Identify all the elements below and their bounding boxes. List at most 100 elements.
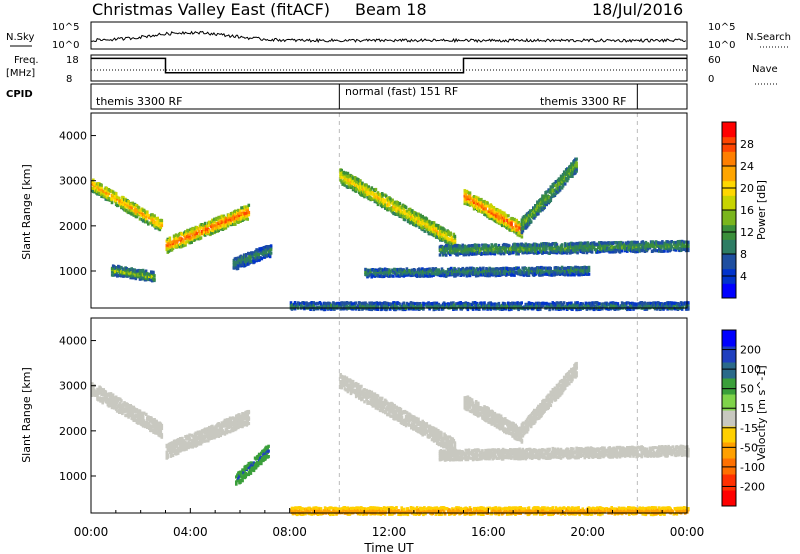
power-cell <box>369 270 372 274</box>
power-cell <box>442 247 446 251</box>
power-cell <box>552 270 556 274</box>
power-cell <box>562 307 566 311</box>
power-cell <box>115 195 119 199</box>
power-cell <box>245 254 248 258</box>
power-cell <box>455 302 458 306</box>
power-cell <box>478 307 481 311</box>
power-cell <box>240 206 243 210</box>
nsky-trace <box>90 30 687 44</box>
power-cell <box>499 246 503 250</box>
velocity-cell <box>120 399 123 403</box>
power-cell <box>517 252 520 256</box>
power-cell <box>527 266 531 270</box>
power-cell <box>548 308 551 312</box>
power-heatmap <box>91 157 690 312</box>
power-cell <box>211 231 214 235</box>
power-cell <box>385 268 389 272</box>
power-cell <box>500 249 504 253</box>
velocity-cell <box>136 417 140 421</box>
power-cell <box>540 201 543 205</box>
power-cell <box>573 273 576 277</box>
power-cell <box>356 304 360 308</box>
power-cell <box>447 230 450 234</box>
cpid-label: CPID <box>6 89 33 100</box>
power-cell <box>154 226 157 230</box>
power-cell <box>481 210 484 214</box>
power-cell <box>674 240 678 245</box>
power-cell <box>669 248 672 252</box>
power-cell <box>492 206 496 210</box>
power-cell <box>390 274 393 278</box>
power-cell <box>124 202 127 206</box>
power-cell <box>635 302 638 306</box>
power-cell <box>106 193 110 197</box>
power-cell <box>167 241 171 245</box>
cpid-segment-1: themis 3300 RF <box>96 95 183 108</box>
power-cell <box>552 302 556 306</box>
velocity-cell <box>171 453 175 458</box>
power-cell <box>567 266 570 270</box>
power-cell <box>464 192 468 197</box>
power-cell <box>486 201 489 205</box>
power-cell <box>422 216 425 220</box>
power-cell <box>369 188 372 192</box>
velocity-cell <box>138 412 142 416</box>
power-cell <box>585 266 589 270</box>
power-cell <box>97 190 100 194</box>
power-cell <box>490 302 493 306</box>
power-cell <box>468 191 472 195</box>
power-cell <box>269 244 273 248</box>
power-cell <box>340 175 343 179</box>
power-cell <box>200 229 204 234</box>
velocity-cell <box>135 408 139 412</box>
power-cell <box>531 267 535 271</box>
velocity-cell <box>121 411 124 416</box>
power-cell <box>561 184 565 188</box>
power-cell <box>500 223 504 228</box>
power-cell <box>138 217 142 221</box>
power-cell <box>312 307 315 312</box>
power-cell <box>537 212 540 216</box>
power-cell <box>152 272 155 276</box>
power-cell <box>651 240 655 244</box>
power-cell <box>446 302 450 306</box>
power-cell <box>545 203 548 207</box>
power-cell <box>477 274 480 278</box>
power-cell <box>554 270 558 274</box>
power-cell <box>542 301 545 305</box>
power-cell <box>503 219 506 223</box>
power-cell <box>507 214 510 218</box>
power-cell <box>210 220 213 224</box>
power-cell <box>378 267 382 271</box>
power-cell <box>560 265 564 269</box>
power-cell <box>497 215 501 219</box>
power-cell <box>530 249 534 253</box>
velocity-cell <box>176 446 180 450</box>
power-cell <box>511 228 514 232</box>
velocity-cell <box>192 444 196 448</box>
power-cell <box>614 241 618 245</box>
power-cell <box>316 302 320 306</box>
power-cell <box>595 248 599 252</box>
power-cell <box>224 220 228 224</box>
power-cell <box>575 161 578 165</box>
power-cell <box>144 269 148 273</box>
power-cell <box>203 233 207 237</box>
velocity-cell <box>107 399 111 404</box>
power-cell <box>185 232 188 236</box>
power-cell <box>114 201 118 205</box>
power-cell <box>208 220 211 224</box>
power-cell <box>513 273 516 277</box>
power-cell <box>167 249 171 253</box>
power-cell <box>666 240 669 244</box>
velocity-cell <box>160 423 164 428</box>
power-cell <box>684 240 688 244</box>
power-cell <box>528 250 532 254</box>
power-cell <box>620 301 624 305</box>
power-cell <box>145 217 148 221</box>
power-cell <box>542 304 545 308</box>
power-cell <box>418 225 421 229</box>
power-cell <box>119 268 122 272</box>
power-cell <box>240 215 243 219</box>
